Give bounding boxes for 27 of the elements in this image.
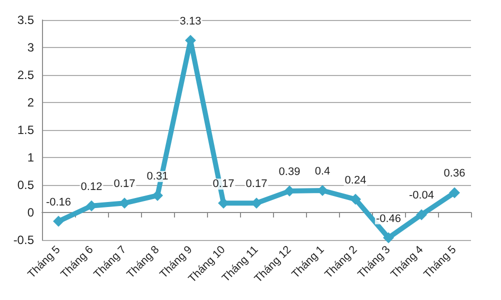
point [350, 194, 361, 205]
point [53, 216, 64, 227]
y-tick-label: 1.5 [17, 123, 34, 137]
data-label: -0.04 [408, 190, 434, 202]
y-tick-label: 2.5 [17, 68, 34, 82]
data-label: 0.17 [212, 178, 234, 190]
data-label: 0.17 [114, 178, 136, 190]
data-label: 0.39 [278, 166, 300, 178]
point [449, 187, 460, 198]
data-label: 0.4 [314, 166, 330, 178]
y-tick-label: 0 [27, 206, 34, 220]
data-label: 0.36 [444, 168, 466, 180]
data-label: 0.24 [344, 174, 366, 186]
y-tick-label: 3 [27, 40, 34, 54]
data-label: 0.17 [246, 178, 268, 190]
y-tick-label: -0.5 [13, 233, 34, 247]
data-label: -0.46 [376, 212, 402, 225]
data-label: 0.31 [146, 170, 168, 182]
y-tick-label: 3.5 [17, 13, 34, 27]
point [416, 209, 427, 220]
y-tick-label: 0.5 [17, 178, 34, 192]
data-label: 0.12 [80, 180, 102, 193]
point [383, 232, 394, 244]
data-label: -0.16 [46, 196, 72, 208]
y-tick-label: 2 [27, 96, 34, 110]
data-label: 3.13 [180, 15, 202, 28]
y-tick-label: 1 [27, 150, 34, 164]
